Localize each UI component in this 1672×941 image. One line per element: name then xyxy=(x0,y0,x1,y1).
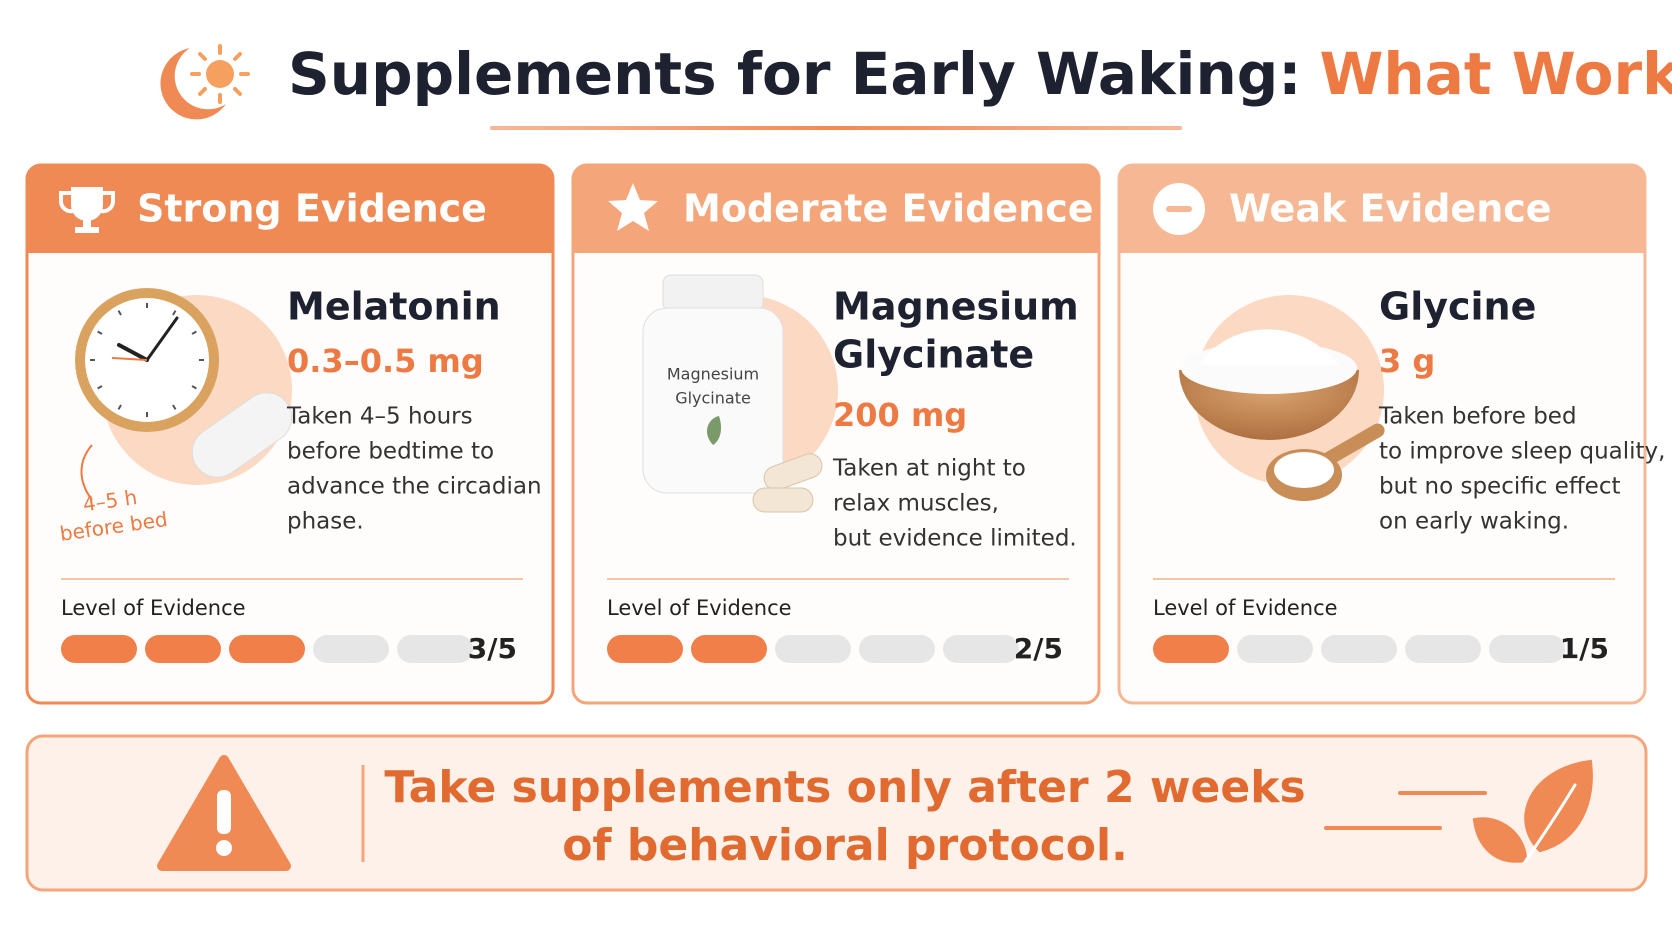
level-pill-filled xyxy=(691,635,767,663)
level-pill-empty xyxy=(1321,635,1397,663)
supplement-name: Melatonin xyxy=(287,285,501,329)
footer-line: Take supplements only after 2 weeks xyxy=(384,762,1305,813)
page-title: Supplements for Early Waking: What Works? xyxy=(288,40,1672,108)
illustration xyxy=(1179,295,1385,501)
clock-tick xyxy=(172,404,177,410)
bottle-cap xyxy=(662,274,764,312)
clock-tick xyxy=(117,310,122,316)
description: before bedtime to xyxy=(287,439,494,465)
clock-hand xyxy=(145,316,179,362)
tier-icon xyxy=(608,183,658,231)
level-pill-empty xyxy=(1489,635,1565,663)
footer-box xyxy=(25,734,1648,892)
annotation-arrow xyxy=(80,444,93,501)
trophy xyxy=(71,187,103,233)
warning-icon xyxy=(157,755,291,871)
title-main: Supplements for Early Waking: xyxy=(288,40,1301,108)
card-header-band xyxy=(27,165,553,253)
leaf-icon xyxy=(1324,759,1593,864)
level-pill-empty xyxy=(313,635,389,663)
dose: 3 g xyxy=(1379,342,1435,380)
level-pill-empty xyxy=(859,635,935,663)
clock-tick xyxy=(172,310,177,316)
description: Taken 4–5 hours xyxy=(286,404,473,430)
clock-tick xyxy=(117,404,122,410)
score-label: 1/5 xyxy=(1560,632,1609,665)
level-pill-empty xyxy=(397,635,473,663)
clock-tick xyxy=(97,385,103,390)
clock-tick xyxy=(97,330,103,335)
level-pill-filled xyxy=(1153,635,1229,663)
description: Taken at night to xyxy=(832,456,1026,482)
scoop-powder xyxy=(1274,452,1334,488)
description: on early waking. xyxy=(1379,509,1569,535)
level-pill-filled xyxy=(607,635,683,663)
level-pill-empty xyxy=(1237,635,1313,663)
score-label: 3/5 xyxy=(468,632,517,665)
pill xyxy=(191,392,293,478)
clock-tick xyxy=(191,330,197,335)
moon-sun-icon xyxy=(160,44,250,120)
dose: 200 mg xyxy=(833,396,967,434)
bottle-label: Magnesium xyxy=(667,365,759,384)
description: to improve sleep quality, xyxy=(1379,439,1665,465)
evidence-card: Moderate EvidenceMagnesiumGlycinateMagne… xyxy=(571,163,1101,705)
tier-title: Moderate Evidence xyxy=(683,187,1094,231)
dose: 0.3–0.5 mg xyxy=(287,342,484,380)
clock-hand xyxy=(117,343,149,362)
tier-icon xyxy=(1153,183,1205,235)
illustration: Magnesium Glycinate xyxy=(642,274,838,513)
evidence-card: Weak Evidence Glycine 3 g Taken before bed t… xyxy=(1117,163,1665,705)
level-pill-filled xyxy=(145,635,221,663)
tier-icon xyxy=(59,187,115,233)
bottle xyxy=(642,307,784,494)
tier-title: Weak Evidence xyxy=(1229,187,1552,231)
supplement-name: Glycine xyxy=(1379,285,1536,329)
minus-bar xyxy=(1166,206,1192,212)
bottle-label: Glycinate xyxy=(675,389,751,408)
tier-title: Strong Evidence xyxy=(137,187,487,231)
card-header-band xyxy=(573,165,1099,253)
trophy-handles xyxy=(59,191,115,214)
powder-mound xyxy=(1199,329,1339,365)
level-label: Level of Evidence xyxy=(61,596,246,620)
description: advance the circadian xyxy=(287,474,542,500)
description: Taken before bed xyxy=(1378,404,1577,430)
description: relax muscles, xyxy=(833,491,999,517)
clock-tick xyxy=(191,385,197,390)
title-accent: What Works? xyxy=(1319,40,1672,108)
level-label: Level of Evidence xyxy=(1153,596,1338,620)
level-label: Level of Evidence xyxy=(607,596,792,620)
supplement-name: Magnesium xyxy=(833,285,1079,329)
supplement-name: Glycinate xyxy=(833,333,1034,377)
capsule xyxy=(763,453,823,491)
description: phase. xyxy=(287,509,364,535)
score-label: 2/5 xyxy=(1014,632,1063,665)
description: but no specific effect xyxy=(1379,474,1621,500)
level-pill-empty xyxy=(943,635,1019,663)
capsule xyxy=(752,487,814,513)
title-underline xyxy=(490,126,1182,130)
level-pill-empty xyxy=(775,635,851,663)
star xyxy=(608,183,658,231)
level-pill-filled xyxy=(229,635,305,663)
bottle-leaf xyxy=(706,416,721,445)
clock-hand xyxy=(111,357,148,361)
card-header-band xyxy=(1119,165,1645,253)
description: but evidence limited. xyxy=(833,526,1077,552)
level-pill-empty xyxy=(1405,635,1481,663)
footer-line: of behavioral protocol. xyxy=(562,820,1128,871)
level-pill-filled xyxy=(61,635,137,663)
